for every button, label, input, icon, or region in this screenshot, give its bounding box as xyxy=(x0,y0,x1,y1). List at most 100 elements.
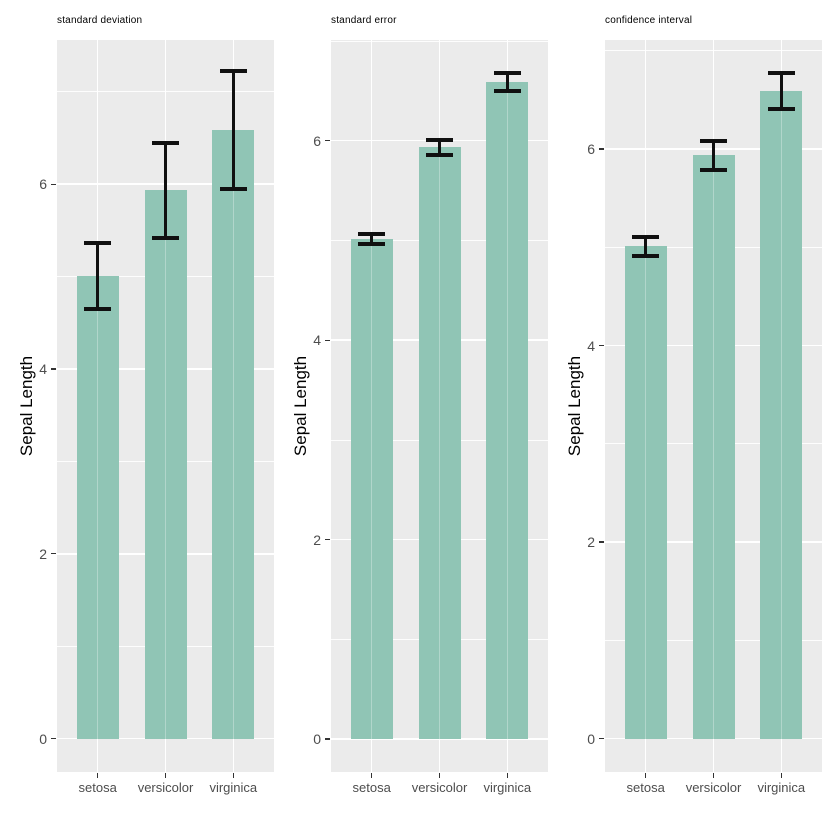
y-tick-mark-4 xyxy=(325,339,330,341)
plot-panel xyxy=(605,40,822,772)
x-tick-label-virginica: virginica xyxy=(757,780,806,795)
bar-virginica xyxy=(212,129,255,739)
bar-versicolor xyxy=(418,146,461,740)
y-tick-label-2: 2 xyxy=(313,531,321,548)
gridline-major-y0 xyxy=(57,737,274,740)
bar-sheen-virginica xyxy=(232,129,235,739)
x-tick-mark-virginica xyxy=(506,773,508,778)
errorbar-cap-bottom-versicolor xyxy=(426,152,453,157)
errorbar-cap-top-setosa xyxy=(632,234,660,239)
x-tick-mark-versicolor xyxy=(438,773,441,778)
plot-panel xyxy=(57,40,274,772)
errorbar-cap-top-virginica xyxy=(767,71,795,76)
y-tick-mark-0 xyxy=(325,738,330,740)
y-tick-label-0: 0 xyxy=(587,730,595,747)
chart-title: standard error xyxy=(331,15,397,26)
x-tick-label-versicolor: versicolor xyxy=(411,780,468,795)
gridline-major-y0 xyxy=(605,737,822,740)
gridline-major-y6 xyxy=(331,139,548,142)
errorbar-cap-bottom-setosa xyxy=(632,254,660,259)
gridline-minor-y7 xyxy=(331,40,548,42)
gridline-major-y4 xyxy=(331,339,548,341)
errorbar-cap-top-versicolor xyxy=(426,137,453,142)
y-tick-label-0: 0 xyxy=(313,731,321,748)
x-tick-label-versicolor: versicolor xyxy=(137,780,194,795)
errorbar-cap-top-setosa xyxy=(84,241,112,246)
y-tick-label-4: 4 xyxy=(587,337,595,354)
gridline-minor-y3 xyxy=(331,439,548,441)
x-tick-label-virginica: virginica xyxy=(209,780,258,795)
x-tick-mark-setosa xyxy=(97,773,99,778)
x-tick-mark-virginica xyxy=(780,773,782,778)
y-axis-title: Sepal Length xyxy=(565,355,584,457)
bar-sheen-virginica xyxy=(506,81,509,740)
errorbar-stem-setosa xyxy=(96,243,100,309)
x-tick-mark-setosa xyxy=(371,773,373,778)
gridline-vertical-versicolor xyxy=(438,40,441,772)
errorbar-cap-top-versicolor xyxy=(700,139,727,144)
y-tick-mark-0 xyxy=(599,737,604,740)
bar-sheen-versicolor xyxy=(438,146,441,740)
y-tick-mark-6 xyxy=(51,183,56,185)
errorbar-stem-versicolor xyxy=(164,142,167,238)
bar-sheen-setosa xyxy=(96,275,99,739)
gridline-major-y6 xyxy=(57,183,274,185)
gridline-minor-y5 xyxy=(57,276,274,277)
errorbar-stem-virginica xyxy=(779,73,783,109)
bar-sheen-setosa xyxy=(370,239,373,740)
y-tick-mark-4 xyxy=(599,344,604,347)
gridline-vertical-versicolor xyxy=(164,40,167,772)
bar-setosa xyxy=(624,246,667,739)
y-tick-label-2: 2 xyxy=(39,545,47,562)
plot-panel xyxy=(331,40,548,772)
y-tick-label-6: 6 xyxy=(39,176,47,193)
y-tick-mark-2 xyxy=(51,553,56,555)
gridline-minor-y7 xyxy=(605,50,822,52)
gridline-major-y2 xyxy=(57,553,274,555)
errorbar-cap-bottom-setosa xyxy=(84,306,112,311)
y-tick-mark-2 xyxy=(599,541,604,543)
gridline-vertical-virginica xyxy=(506,40,509,772)
x-tick-mark-versicolor xyxy=(712,773,715,778)
x-tick-mark-setosa xyxy=(645,773,647,778)
y-tick-label-6: 6 xyxy=(587,141,595,158)
errorbar-cap-bottom-setosa xyxy=(358,242,386,247)
gridline-minor-y7 xyxy=(57,91,274,93)
errorbar-cap-top-virginica xyxy=(493,70,521,75)
bar-versicolor xyxy=(144,189,187,739)
y-tick-mark-6 xyxy=(599,148,604,150)
errorbar-cap-bottom-versicolor xyxy=(700,167,727,172)
y-axis-title: Sepal Length xyxy=(291,355,310,457)
y-tick-label-6: 6 xyxy=(313,132,321,149)
gridline-minor-y1 xyxy=(605,639,822,641)
gridline-minor-y1 xyxy=(331,638,548,640)
bar-sheen-setosa xyxy=(644,246,647,739)
y-tick-mark-0 xyxy=(51,738,56,740)
gridline-vertical-virginica xyxy=(780,40,783,772)
errorbar-cap-top-setosa xyxy=(358,232,386,237)
y-tick-label-4: 4 xyxy=(313,332,321,349)
x-tick-mark-versicolor xyxy=(164,773,167,778)
y-tick-mark-4 xyxy=(51,368,56,370)
errorbar-cap-bottom-versicolor xyxy=(152,235,179,240)
x-tick-mark-virginica xyxy=(232,773,234,778)
gridline-minor-y3 xyxy=(57,461,274,462)
gridline-minor-y5 xyxy=(331,240,548,241)
gridline-vertical-virginica xyxy=(232,40,235,772)
chart-title: confidence interval xyxy=(605,15,693,26)
bar-sheen-virginica xyxy=(780,91,783,739)
bar-sheen-versicolor xyxy=(712,154,715,739)
gridline-major-y2 xyxy=(331,538,548,541)
x-tick-label-setosa: setosa xyxy=(78,780,117,795)
errorbar-cap-top-versicolor xyxy=(152,140,179,145)
bar-virginica xyxy=(486,81,529,740)
gridline-major-y4 xyxy=(605,344,822,347)
y-tick-label-2: 2 xyxy=(587,534,595,551)
gridline-vertical-setosa xyxy=(370,40,373,772)
errorbar-cap-bottom-virginica xyxy=(219,186,247,191)
y-tick-label-0: 0 xyxy=(39,730,47,747)
errorbar-stem-virginica xyxy=(505,72,509,91)
